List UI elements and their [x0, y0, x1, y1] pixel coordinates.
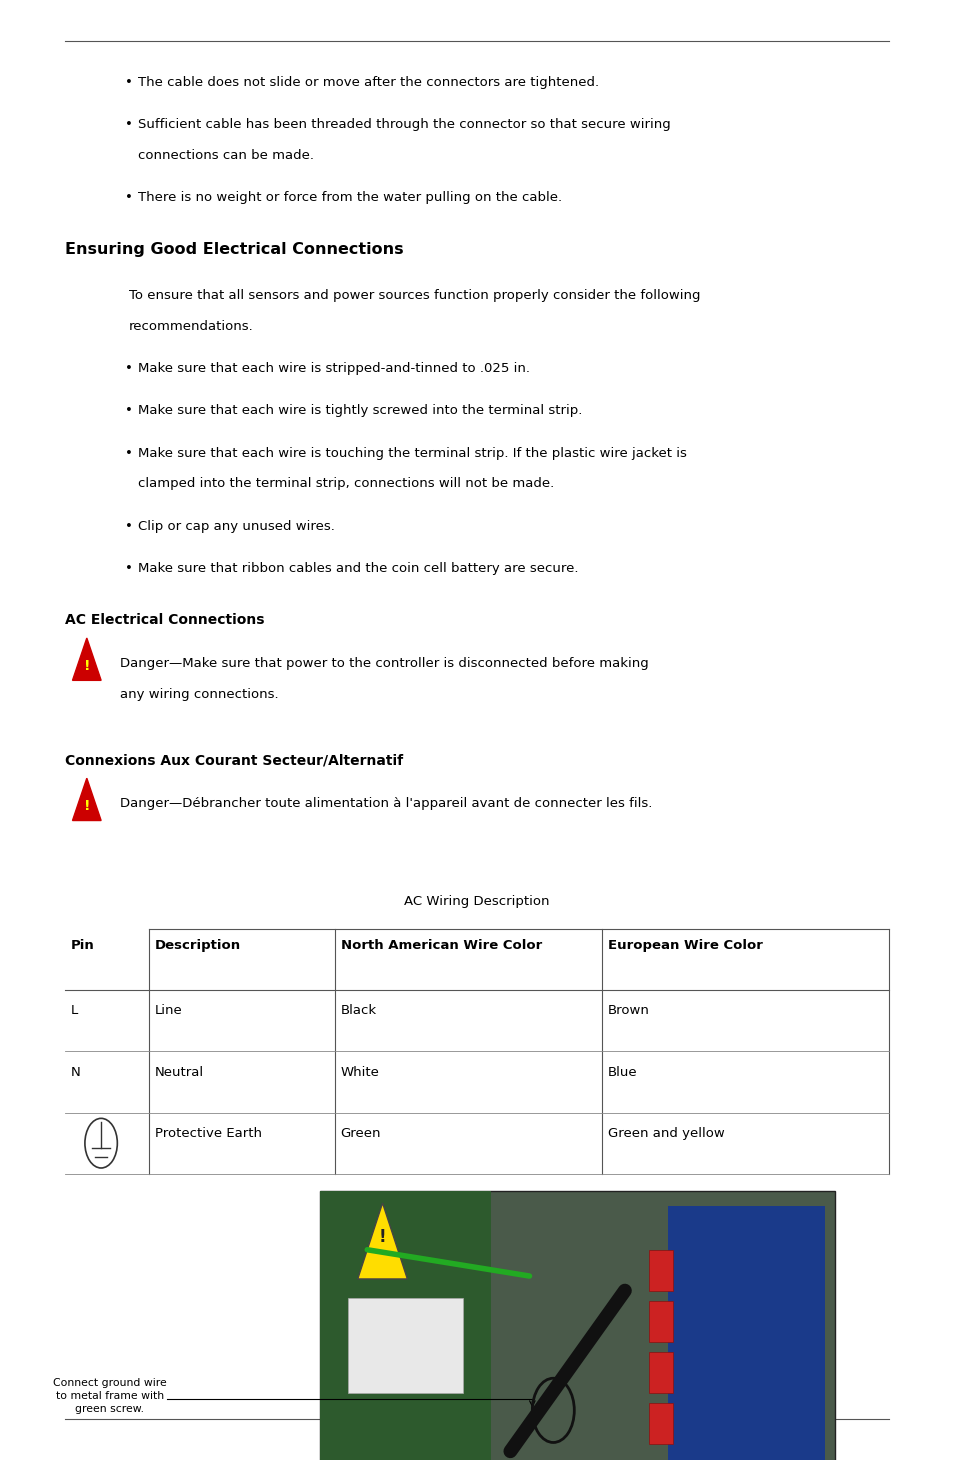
Text: •: •: [125, 447, 132, 460]
Text: Connect ground wire
to metal frame with
green screw.: Connect ground wire to metal frame with …: [52, 1378, 167, 1413]
Bar: [667, 1206, 824, 1460]
Text: L: L: [71, 1004, 78, 1018]
Text: Description: Description: [154, 939, 240, 952]
Text: Connexions Aux Courant Secteur/Alternatif: Connexions Aux Courant Secteur/Alternati…: [65, 753, 402, 768]
Bar: [319, 1191, 834, 1460]
Text: AC Wiring Description: AC Wiring Description: [404, 895, 549, 908]
Text: •: •: [125, 520, 132, 533]
Text: Clip or cap any unused wires.: Clip or cap any unused wires.: [138, 520, 335, 533]
Text: Make sure that ribbon cables and the coin cell battery are secure.: Make sure that ribbon cables and the coi…: [138, 562, 578, 575]
Text: Sufficient cable has been threaded through the connector so that secure wiring: Sufficient cable has been threaded throu…: [138, 118, 670, 131]
Bar: [648, 1250, 672, 1291]
Text: •: •: [125, 404, 132, 418]
Text: White: White: [340, 1066, 379, 1079]
Text: Ensuring Good Electrical Connections: Ensuring Good Electrical Connections: [65, 242, 403, 257]
Text: •: •: [125, 118, 132, 131]
Text: Pin: Pin: [71, 939, 94, 952]
Text: Danger—Débrancher toute alimentation à l'appareil avant de connecter les fils.: Danger—Débrancher toute alimentation à l…: [120, 797, 652, 810]
Text: Green and yellow: Green and yellow: [607, 1127, 723, 1140]
Text: !: !: [84, 658, 90, 673]
Text: •: •: [125, 362, 132, 375]
Bar: [319, 1191, 491, 1460]
Text: Neutral: Neutral: [154, 1066, 203, 1079]
Text: Make sure that each wire is touching the terminal strip. If the plastic wire jac: Make sure that each wire is touching the…: [138, 447, 686, 460]
Text: AC Electrical Connections: AC Electrical Connections: [65, 613, 264, 628]
Text: !: !: [378, 1228, 386, 1247]
Text: North American Wire Color: North American Wire Color: [340, 939, 541, 952]
Text: •: •: [125, 191, 132, 204]
Text: Danger—Make sure that power to the controller is disconnected before making: Danger—Make sure that power to the contr…: [120, 657, 648, 670]
Text: any wiring connections.: any wiring connections.: [120, 688, 278, 701]
Text: !: !: [84, 799, 90, 813]
Text: recommendations.: recommendations.: [129, 320, 253, 333]
Text: N: N: [71, 1066, 80, 1079]
Text: Brown: Brown: [607, 1004, 649, 1018]
Text: Make sure that each wire is tightly screwed into the terminal strip.: Make sure that each wire is tightly scre…: [138, 404, 582, 418]
Text: 17: 17: [468, 1431, 485, 1442]
Text: Green: Green: [340, 1127, 380, 1140]
Text: Protective Earth: Protective Earth: [154, 1127, 261, 1140]
Text: connections can be made.: connections can be made.: [138, 149, 314, 162]
Text: European Wire Color: European Wire Color: [607, 939, 761, 952]
Polygon shape: [357, 1203, 407, 1279]
Text: There is no weight or force from the water pulling on the cable.: There is no weight or force from the wat…: [138, 191, 562, 204]
Text: Line: Line: [154, 1004, 182, 1018]
Text: •: •: [125, 76, 132, 89]
Bar: [348, 1298, 462, 1393]
Text: Make sure that each wire is stripped-and-tinned to .025 in.: Make sure that each wire is stripped-and…: [138, 362, 530, 375]
Text: Blue: Blue: [607, 1066, 637, 1079]
Bar: [648, 1301, 672, 1342]
Text: clamped into the terminal strip, connections will not be made.: clamped into the terminal strip, connect…: [138, 477, 554, 491]
Text: To ensure that all sensors and power sources function properly consider the foll: To ensure that all sensors and power sou…: [129, 289, 700, 302]
Text: The cable does not slide or move after the connectors are tightened.: The cable does not slide or move after t…: [138, 76, 598, 89]
Bar: [648, 1403, 672, 1444]
Text: Black: Black: [340, 1004, 376, 1018]
Polygon shape: [72, 638, 101, 680]
Polygon shape: [72, 778, 101, 821]
Bar: [648, 1352, 672, 1393]
Text: •: •: [125, 562, 132, 575]
